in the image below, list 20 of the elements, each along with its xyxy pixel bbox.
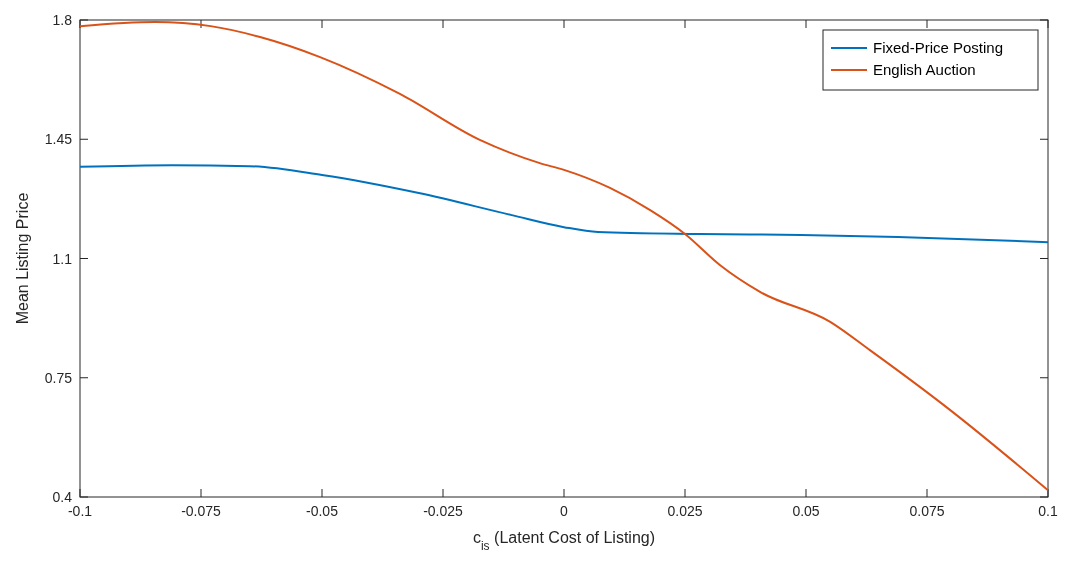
x-tick-label: -0.075 <box>181 503 222 519</box>
y-tick-label: 0.4 <box>52 489 73 505</box>
x-tick-label: 0.025 <box>667 503 703 519</box>
y-tick-label: 0.75 <box>44 369 73 386</box>
y-tick-label: 1.1 <box>52 250 73 267</box>
x-tick-label: 0.075 <box>909 503 945 519</box>
x-tick-label: 0.05 <box>792 503 820 519</box>
line-series <box>79 21 1049 492</box>
x-tick-label: -0.025 <box>423 503 464 519</box>
x-tick-label: 0 <box>560 503 569 519</box>
x-tick-label: -0.1 <box>67 503 93 519</box>
line-series <box>79 164 1049 244</box>
y-tick-label: 1.45 <box>44 131 73 148</box>
y-tick-label: 1.8 <box>52 12 73 28</box>
x-axis-title: c$_{is}$ (Latent Cost of Listing) <box>472 529 656 553</box>
x-tick-label: -0.05 <box>306 503 339 519</box>
y-axis-title: Mean Listing Price <box>14 192 31 325</box>
legend-label: English Auction <box>873 61 976 78</box>
legend-label: Fixed-Price Posting <box>873 39 1004 56</box>
x-tick-label: 0.1 <box>1038 503 1058 519</box>
